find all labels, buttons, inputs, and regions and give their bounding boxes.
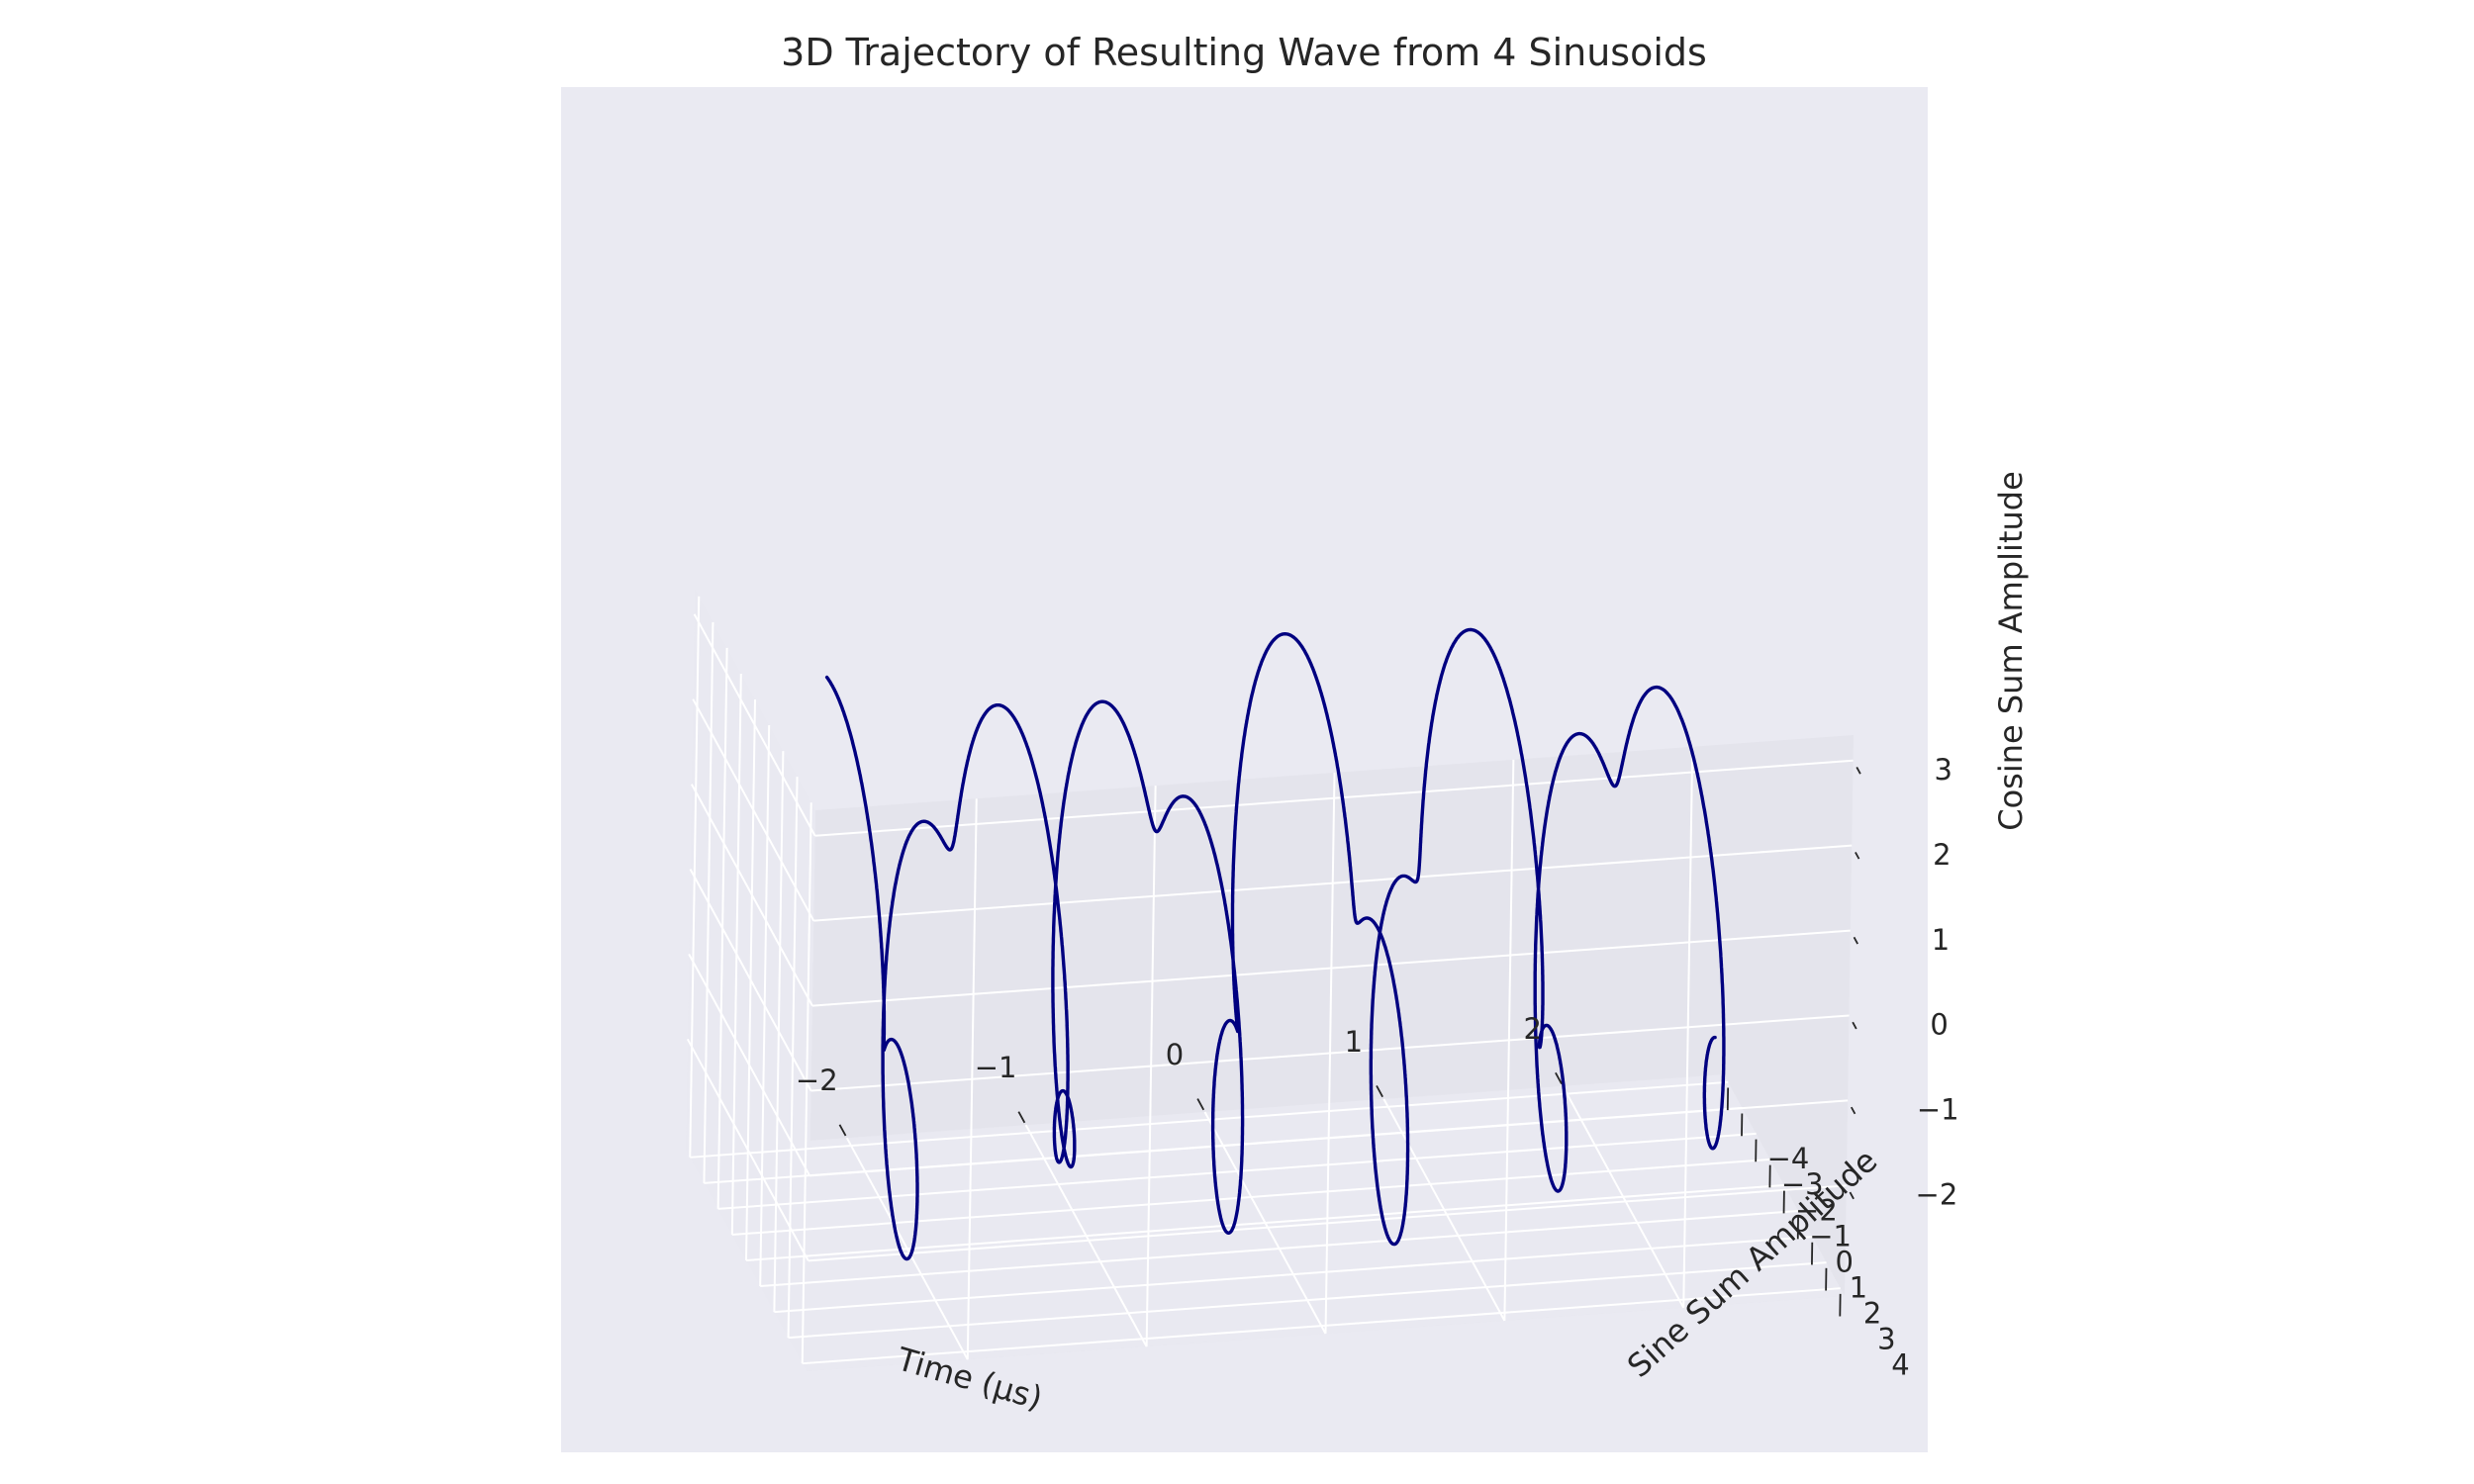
y-tick-label: −1	[1809, 1219, 1852, 1252]
z-tick-label: 2	[1933, 838, 1951, 872]
y-grid-line	[788, 1261, 1827, 1340]
z-tick-label: 3	[1934, 753, 1951, 787]
x-tick-mark	[1376, 1085, 1383, 1098]
y-grid-line	[760, 1210, 1799, 1288]
z-grid-line	[692, 698, 815, 922]
trajectory-series	[824, 627, 1726, 1261]
x-tick-mark	[1196, 1098, 1205, 1111]
x-tick-mark	[1555, 1071, 1563, 1084]
z-grid-line	[809, 1099, 1849, 1177]
z-tick-mark	[1851, 1106, 1856, 1115]
z-tick-mark	[1853, 936, 1858, 945]
trajectory-line	[824, 627, 1726, 1261]
z-grid-line	[689, 869, 812, 1091]
z-tick-label: −1	[1917, 1093, 1959, 1127]
x-tick-mark	[838, 1124, 847, 1137]
z-grid-line	[813, 844, 1853, 922]
y-tick-label: −4	[1767, 1142, 1810, 1175]
z-tick-label: 0	[1930, 1008, 1948, 1042]
x-tick-mark	[1017, 1111, 1026, 1124]
y-grid-line	[731, 1158, 1770, 1236]
z-grid-line	[808, 1184, 1847, 1262]
z-tick-label: 1	[1932, 923, 1950, 957]
x-tick-label: 2	[1523, 1012, 1541, 1046]
y-grid-line	[774, 1236, 1813, 1314]
z-axis-label: Cosine Sum Amplitude	[1992, 471, 2030, 831]
x-tick-label: −2	[796, 1064, 838, 1097]
x-tick-label: 1	[1345, 1025, 1363, 1059]
z-tick-mark	[1856, 767, 1861, 775]
z-grid-line	[810, 1014, 1850, 1092]
z-grid-line	[814, 759, 1854, 837]
x-tick-label: −1	[975, 1051, 1017, 1084]
tick-marks	[838, 767, 1861, 1317]
y-tick-label: 2	[1863, 1297, 1881, 1331]
y-tick-label: −2	[1795, 1193, 1838, 1227]
z-grid-line	[693, 613, 816, 837]
y-tick-label: 4	[1891, 1348, 1909, 1382]
z-grid-line	[690, 784, 813, 1007]
chart-title: 3D Trajectory of Resulting Wave from 4 S…	[781, 31, 1707, 74]
y-tick-label: 0	[1835, 1245, 1853, 1278]
z-tick-mark	[1852, 1021, 1857, 1030]
y-tick-label: 1	[1850, 1270, 1867, 1304]
z-tick-label: −2	[1916, 1178, 1958, 1212]
z-tick-mark	[1849, 1191, 1855, 1200]
z-grid-line	[811, 929, 1851, 1007]
x-tick-label: 0	[1166, 1038, 1184, 1071]
z-grid-line	[688, 953, 811, 1176]
y-grid-line	[802, 1287, 1841, 1365]
y-grid-line	[745, 1184, 1785, 1261]
z-tick-mark	[1855, 851, 1860, 860]
z-grid-line	[686, 1038, 809, 1261]
y-grid-line	[690, 1080, 1729, 1159]
y-tick-label: −3	[1781, 1167, 1824, 1201]
y-tick-label: 3	[1877, 1323, 1895, 1356]
